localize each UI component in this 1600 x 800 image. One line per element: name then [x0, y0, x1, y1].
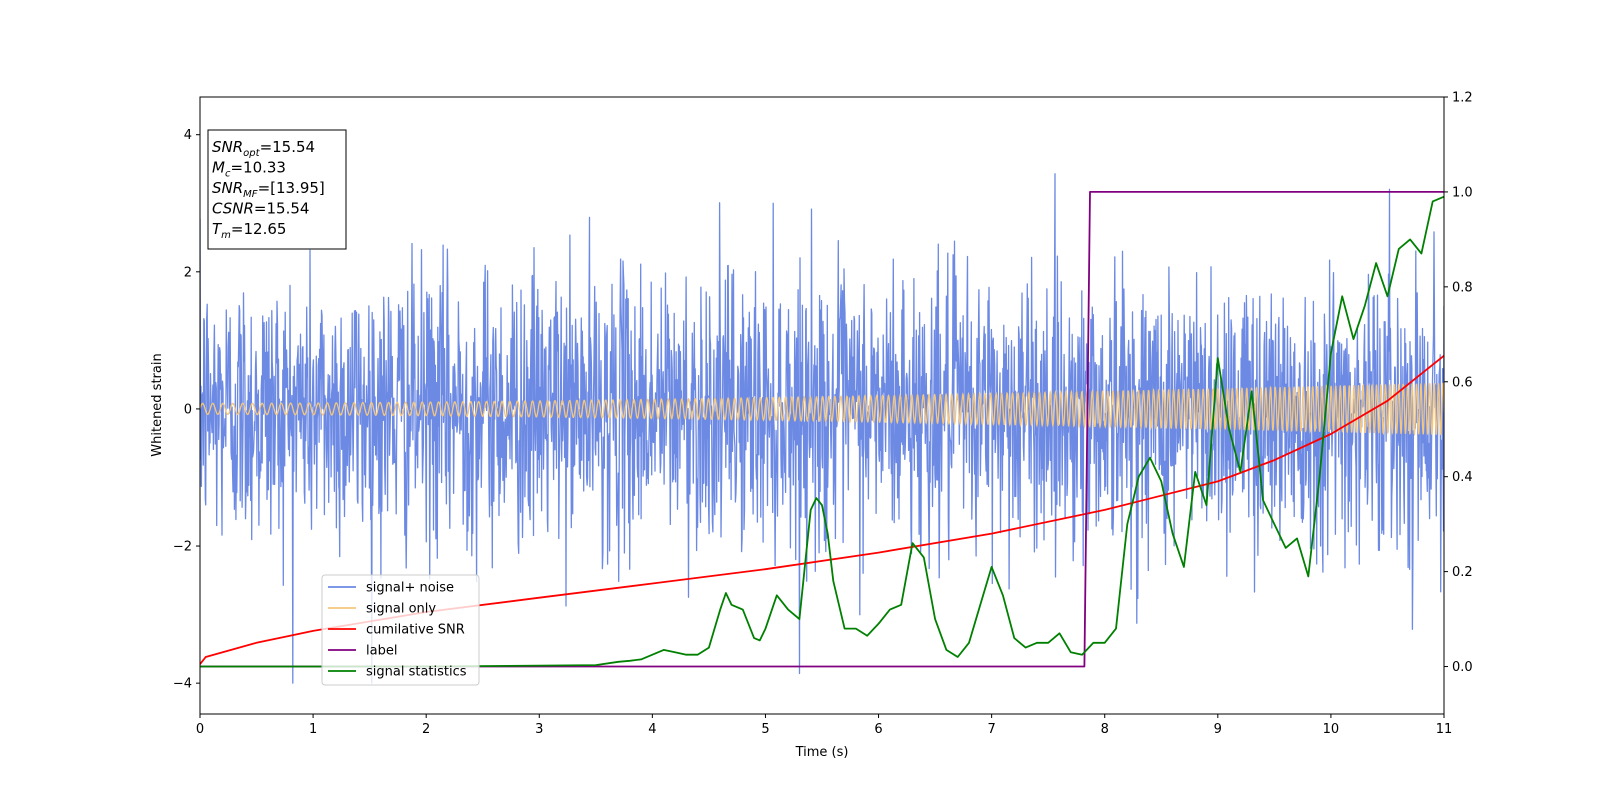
x-tick-label: 9: [1214, 722, 1222, 737]
x-tick-label: 1: [309, 722, 317, 737]
series-signal-only-line: [200, 382, 1444, 437]
x-tick-label: 10: [1323, 722, 1340, 737]
y-axis-label: Whitened strain: [150, 353, 165, 456]
y-right-tick-label: 0.4: [1452, 470, 1473, 485]
y-left-tick-label: 2: [184, 265, 192, 280]
info-box-line: SNRopt=15.54: [212, 138, 315, 159]
y-left-tick-label: 0: [184, 402, 192, 417]
x-tick-label: 3: [535, 722, 543, 737]
x-tick-label: 5: [761, 722, 769, 737]
y-right-tick-label: 0.8: [1452, 280, 1473, 295]
series-cumilative-snr-line: [200, 354, 1444, 665]
info-box-line: Mc=10.33: [212, 159, 286, 180]
x-tick-label: 11: [1436, 722, 1453, 737]
x-tick-label: 0: [196, 722, 204, 737]
series-signal-statistics-line: [200, 195, 1444, 668]
y-left-tick-label: −4: [173, 677, 192, 692]
info-box: SNRopt=15.54Mc=10.33SNRMF=[13.95]CSNR=15…: [207, 129, 347, 250]
x-tick-label: 2: [422, 722, 430, 737]
legend-label: signal statistics: [366, 665, 467, 680]
y-right-tick-label: 0.2: [1452, 565, 1473, 580]
plot-frame: [199, 96, 1445, 715]
legend: signal+ noise signal only cumilative SNR la…: [321, 574, 480, 686]
info-box-line: Tm=12.65: [212, 220, 286, 241]
y-right-tick-label: 1.2: [1452, 91, 1473, 106]
info-box-line: SNRMF=[13.95]: [212, 179, 325, 200]
series-signal-noise-line: [200, 173, 1444, 684]
info-box-line: CSNR=15.54: [212, 200, 309, 218]
y-left-tick-label: −2: [173, 540, 192, 555]
plot-area: [200, 173, 1444, 684]
legend-label: signal only: [366, 602, 436, 617]
y-right-tick-label: 0.6: [1452, 375, 1473, 390]
legend-label: cumilative SNR: [366, 623, 465, 638]
axes: 0 1 2 3 4 5 6 7 8 9 10 11 −4 −2 0 2 4 0.0 0.2 0.4 0.6 0.8 1.0 1…: [173, 91, 1473, 738]
x-tick-label: 6: [874, 722, 882, 737]
y-left-tick-label: 4: [184, 128, 192, 143]
series-label-line: [200, 191, 1444, 668]
y-right-tick-label: 1.0: [1452, 185, 1473, 200]
info-box-frame: [207, 129, 347, 250]
x-tick-label: 7: [987, 722, 995, 737]
legend-label: signal+ noise: [366, 581, 454, 596]
y-right-tick-label: 0.0: [1452, 660, 1473, 675]
x-axis-label: Time (s): [795, 745, 849, 760]
legend-frame: [321, 574, 480, 686]
x-tick-label: 4: [648, 722, 656, 737]
legend-label: label: [366, 644, 397, 659]
x-tick-label: 8: [1101, 722, 1109, 737]
